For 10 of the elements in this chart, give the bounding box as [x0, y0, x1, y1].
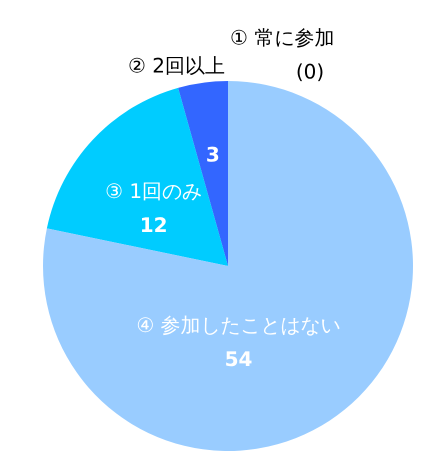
- slice-label: ② 2回以上: [128, 53, 225, 78]
- data-label: 3: [206, 142, 220, 167]
- slice-label: ④ 参加したことはない: [136, 313, 341, 338]
- data-label: 12: [140, 213, 168, 238]
- pie-slice: [43, 81, 413, 451]
- data-label: 54: [224, 347, 252, 372]
- category-label: ① 常に参加: [230, 25, 334, 50]
- slice-label: ③ 1回のみ: [105, 179, 202, 204]
- pie-slice: [46, 88, 228, 266]
- text: (0): [296, 59, 324, 84]
